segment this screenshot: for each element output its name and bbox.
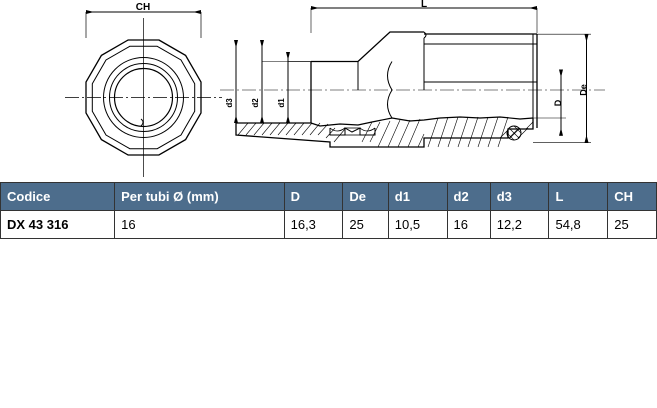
- svg-text:d3: d3: [225, 98, 234, 108]
- svg-text:D: D: [553, 99, 563, 106]
- svg-text:L: L: [421, 0, 427, 10]
- svg-text:De: De: [579, 84, 589, 96]
- svg-text:d1: d1: [277, 98, 286, 108]
- svg-text:d2: d2: [251, 98, 260, 108]
- svg-text:CH: CH: [136, 2, 150, 13]
